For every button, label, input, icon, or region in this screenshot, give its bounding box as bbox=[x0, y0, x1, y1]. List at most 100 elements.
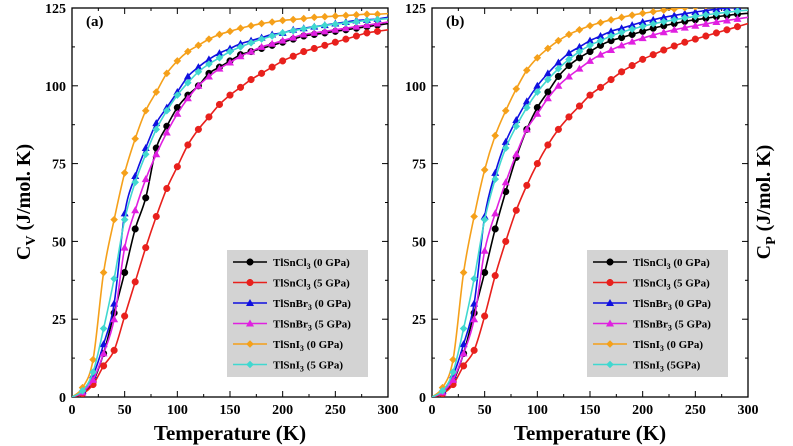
data-point bbox=[617, 28, 626, 37]
legend-marker bbox=[246, 278, 254, 287]
data-point bbox=[100, 362, 108, 370]
data-point bbox=[162, 128, 171, 136]
data-point bbox=[310, 44, 318, 53]
y-tick-label: 125 bbox=[405, 2, 426, 17]
data-point bbox=[459, 268, 468, 277]
data-point bbox=[163, 184, 171, 193]
data-point bbox=[131, 225, 139, 233]
data-point bbox=[204, 72, 213, 80]
data-point bbox=[691, 12, 700, 21]
legend-label: TlSnCl3 (0 GPa) bbox=[273, 257, 350, 271]
data-point bbox=[131, 206, 140, 214]
data-point bbox=[449, 368, 457, 376]
data-point bbox=[564, 49, 573, 57]
data-point bbox=[649, 8, 657, 16]
data-point bbox=[289, 33, 298, 41]
data-point bbox=[331, 20, 340, 28]
data-point bbox=[373, 10, 382, 19]
data-point bbox=[670, 8, 679, 13]
data-point bbox=[617, 24, 626, 32]
data-point bbox=[575, 47, 584, 56]
data-point bbox=[268, 18, 276, 26]
data-point bbox=[681, 14, 689, 22]
data-point bbox=[533, 109, 542, 117]
x-tick-label: 0 bbox=[429, 403, 436, 418]
data-point bbox=[712, 9, 721, 18]
data-point bbox=[544, 44, 552, 53]
data-point bbox=[459, 324, 468, 333]
data-point bbox=[363, 10, 371, 19]
data-point bbox=[501, 144, 510, 152]
data-point bbox=[152, 212, 160, 221]
data-point bbox=[99, 324, 108, 333]
data-point bbox=[554, 81, 563, 89]
data-point bbox=[649, 51, 657, 59]
data-point bbox=[554, 72, 562, 81]
data-point bbox=[723, 26, 731, 34]
data-point bbox=[565, 113, 573, 121]
y-tick-label: 0 bbox=[59, 391, 66, 406]
y-tick-label: 75 bbox=[412, 158, 426, 173]
data-point bbox=[733, 14, 742, 22]
data-point bbox=[236, 83, 245, 91]
x-tick-label: 300 bbox=[738, 403, 759, 418]
data-point bbox=[460, 362, 468, 370]
data-point bbox=[247, 47, 256, 55]
data-point bbox=[331, 38, 339, 46]
data-point bbox=[596, 83, 605, 91]
data-point bbox=[110, 346, 118, 354]
data-point bbox=[141, 106, 150, 115]
x-tick-label: 50 bbox=[118, 403, 132, 418]
data-point bbox=[299, 14, 308, 23]
data-point bbox=[502, 237, 510, 245]
data-point bbox=[120, 169, 129, 177]
data-point bbox=[226, 91, 234, 99]
panel-label: (b) bbox=[446, 14, 464, 30]
data-point bbox=[681, 38, 689, 46]
legend-label: TlSnBr3 (5 GPa) bbox=[633, 319, 711, 333]
data-point bbox=[362, 21, 371, 29]
data-point bbox=[670, 16, 679, 24]
data-point bbox=[142, 194, 150, 202]
data-point bbox=[110, 315, 119, 323]
data-point bbox=[194, 125, 202, 133]
data-point bbox=[618, 68, 626, 76]
data-point bbox=[575, 102, 584, 110]
data-point bbox=[607, 16, 615, 24]
data-point bbox=[247, 21, 255, 30]
legend-label: TlSnI3 (0 GPa) bbox=[273, 339, 343, 353]
data-point bbox=[226, 47, 234, 56]
data-point bbox=[289, 26, 297, 35]
data-point bbox=[120, 215, 129, 224]
data-point bbox=[331, 12, 340, 20]
data-point bbox=[501, 106, 510, 115]
data-point bbox=[512, 150, 521, 158]
y-tick-label: 25 bbox=[412, 313, 426, 328]
data-point bbox=[257, 42, 266, 50]
data-point bbox=[215, 30, 224, 39]
data-point bbox=[670, 25, 679, 33]
data-point bbox=[723, 8, 731, 17]
data-point bbox=[649, 31, 658, 39]
legend-label: TlSnBr3 (0 GPa) bbox=[633, 298, 711, 312]
data-point bbox=[78, 386, 87, 395]
data-point bbox=[638, 18, 647, 26]
data-point bbox=[704, 8, 708, 10]
data-point bbox=[373, 27, 382, 35]
data-point bbox=[712, 18, 721, 26]
data-point bbox=[638, 34, 647, 42]
data-point bbox=[554, 58, 563, 66]
data-point bbox=[321, 21, 329, 30]
data-point bbox=[533, 53, 542, 62]
data-point bbox=[247, 39, 255, 47]
data-point bbox=[733, 23, 742, 31]
series-TlSnI3_5 bbox=[72, 15, 388, 397]
data-point bbox=[184, 47, 192, 56]
data-point bbox=[480, 246, 489, 254]
data-point bbox=[701, 19, 710, 27]
data-point bbox=[363, 16, 371, 25]
data-point bbox=[342, 19, 350, 27]
data-point bbox=[586, 41, 594, 50]
data-point bbox=[691, 8, 700, 16]
data-point bbox=[628, 62, 636, 70]
